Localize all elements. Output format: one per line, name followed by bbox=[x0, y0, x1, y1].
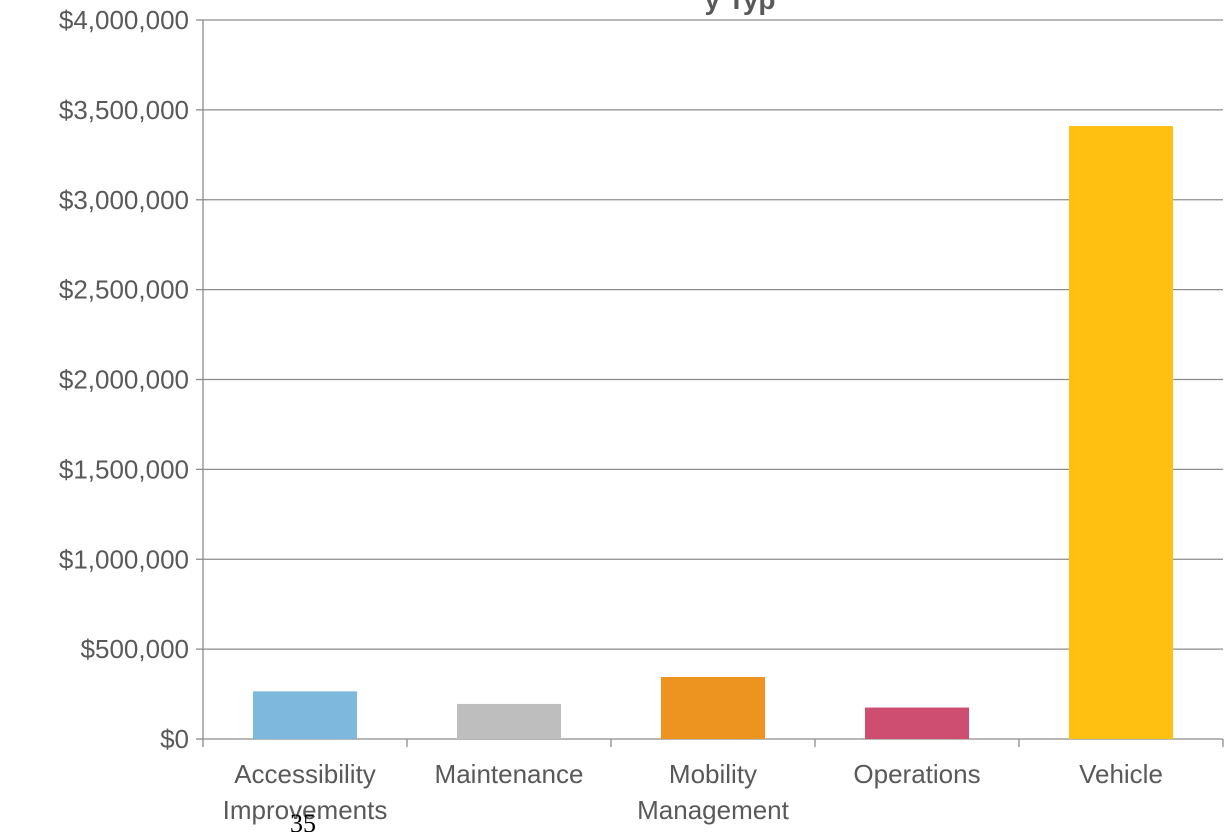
chart-title: y Typ bbox=[704, 0, 775, 15]
bars bbox=[252, 126, 1174, 740]
x-tick-label: Vehicle bbox=[1079, 759, 1163, 789]
page-number: 35 bbox=[290, 809, 316, 832]
y-tick-label: $4,000,000 bbox=[59, 5, 189, 35]
x-tick-label: Accessibility Improvements bbox=[223, 759, 388, 825]
bar bbox=[1068, 126, 1174, 740]
y-tick-label: $0 bbox=[160, 724, 189, 754]
x-axis-labels: Accessibility Improvements Maintenance Mobi… bbox=[223, 759, 1163, 825]
y-tick-label: $1,000,000 bbox=[59, 544, 189, 574]
y-tick-label: $2,000,000 bbox=[59, 365, 189, 395]
y-axis-ticks: $0 $500,000 $1,000,000 $1,500,000 $2,000,000… bbox=[59, 5, 203, 754]
y-tick-label: $1,500,000 bbox=[59, 454, 189, 484]
y-tick-label: $2,500,000 bbox=[59, 275, 189, 305]
bar bbox=[252, 691, 358, 739]
y-tick-label: $500,000 bbox=[81, 634, 189, 664]
bar bbox=[456, 703, 562, 739]
x-tick-label: Mobility Management bbox=[637, 759, 790, 825]
y-tick-label: $3,500,000 bbox=[59, 95, 189, 125]
bar bbox=[660, 676, 766, 739]
y-tick-label: $3,000,000 bbox=[59, 185, 189, 215]
bar bbox=[864, 707, 970, 739]
gridlines bbox=[203, 19, 1223, 650]
x-tick-label: Operations bbox=[853, 759, 980, 789]
x-tick-label: Maintenance bbox=[435, 759, 584, 789]
